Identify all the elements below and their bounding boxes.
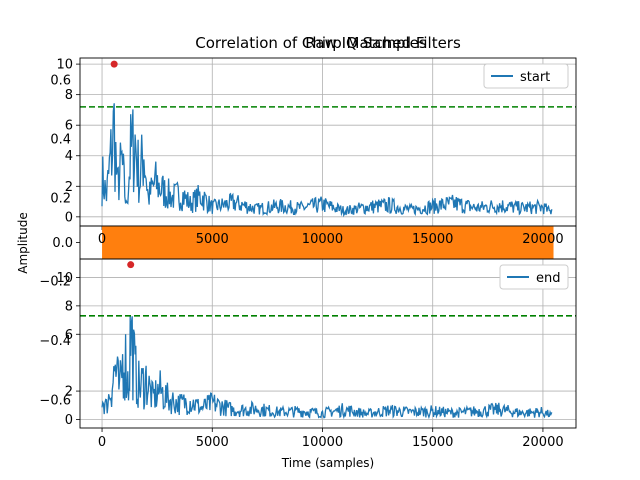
legend-box — [499, 264, 569, 290]
end-panel: 0 2 6 8 10 −0.6 −0.4 −0.2 0 5000 10000 15000 20000 en… — [39, 258, 577, 450]
x-tick-label: 20000 — [522, 435, 563, 450]
legend: end — [499, 264, 569, 290]
y-tick-label: 0 — [65, 413, 73, 428]
y-tick-label: 6 — [65, 328, 73, 343]
x-tick-label: 5000 — [196, 232, 229, 247]
x-tick-label: 5000 — [196, 435, 229, 450]
overlay-y-tick-label: 0.4 — [50, 133, 71, 148]
y-tick-label: 8 — [65, 299, 73, 314]
x-tick-label: 15000 — [412, 232, 453, 247]
x-tick-label: 20000 — [522, 232, 563, 247]
x-tick-label: 15000 — [412, 435, 453, 450]
peak-marker — [110, 60, 118, 68]
axes-frame — [79, 258, 577, 429]
legend-label: start — [520, 70, 550, 85]
overlay-y-tick-label: −0.6 — [39, 394, 71, 409]
overlay-y-tick-label: 0.2 — [50, 192, 71, 207]
overlay-y-tick-label: −0.2 — [39, 275, 71, 290]
y-tick-label: 0 — [65, 210, 73, 225]
x-axis-label: Time (samples) — [281, 456, 374, 470]
legend-box — [483, 63, 569, 89]
y-tick-label: 2 — [65, 180, 73, 195]
start-panel: 0 2 4 6 8 10 0.2 0.4 0.6 start — [50, 57, 577, 230]
peak-marker — [127, 261, 135, 269]
y-tick-label: 6 — [65, 119, 73, 134]
overlay-y-tick-label: −0.4 — [39, 334, 71, 349]
y-axis-label: Amplitude — [16, 212, 30, 274]
series-line-start — [101, 103, 553, 218]
y-tick-label: 4 — [65, 149, 73, 164]
y-tick-label: 10 — [56, 58, 73, 73]
figure-title-b: Raw IQ Samples — [305, 34, 427, 52]
series-line-end — [101, 315, 553, 420]
middle-panel: 0.0 0 5000 10000 15000 20000 — [52, 225, 577, 260]
figure-title-a: Correlation of Chirp Matched Filters — [195, 34, 461, 52]
x-tick-label: 10000 — [302, 435, 343, 450]
legend-label: end — [536, 271, 561, 286]
y-tick-label: 8 — [65, 88, 73, 103]
legend: start — [483, 63, 569, 89]
y-tick-label: 10 — [56, 271, 73, 286]
y-tick-label: 0.0 — [52, 236, 73, 251]
orange-fill-bar — [102, 226, 554, 259]
overlay-y-tick-label: 0.6 — [50, 74, 71, 89]
y-tick-label: 2 — [65, 385, 73, 400]
x-tick-label: 10000 — [302, 232, 343, 247]
x-tick-label: 0 — [98, 232, 106, 247]
x-tick-label: 0 — [98, 435, 106, 450]
